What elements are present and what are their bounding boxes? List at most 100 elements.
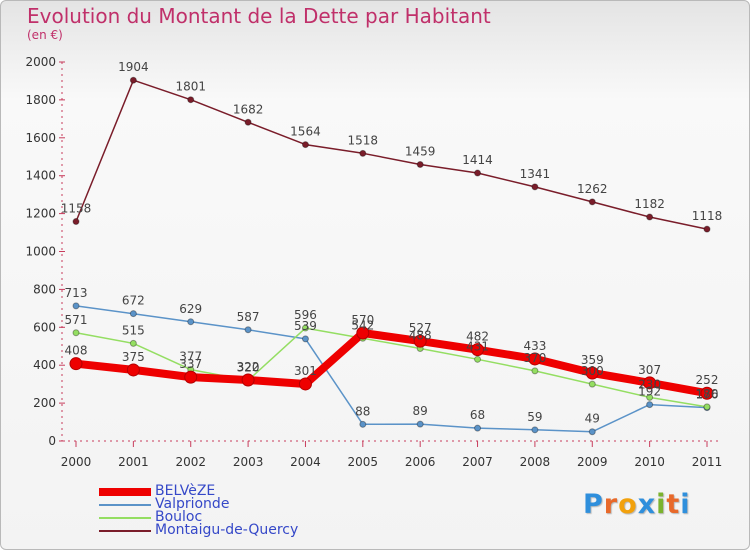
logo-letter: x: [637, 489, 657, 520]
logo-letter: o: [618, 489, 638, 520]
data-point-belveze: [241, 373, 255, 387]
data-point-belveze: [69, 357, 83, 371]
data-label-valprionde: 68: [470, 408, 485, 422]
data-label-bouloc: 571: [65, 313, 88, 327]
data-point-montaigu-de-quercy: [588, 198, 596, 206]
data-point-belveze: [298, 377, 312, 391]
legend-swatch-montaigu-de-quercy: [99, 530, 151, 532]
data-label-montaigu-de-quercy: 1341: [520, 167, 551, 181]
data-point-valprionde: [416, 420, 424, 428]
data-point-montaigu-de-quercy: [416, 161, 424, 169]
data-point-montaigu-de-quercy: [359, 149, 367, 157]
y-tick-label: 200: [33, 396, 56, 410]
data-label-bouloc: 230: [638, 377, 661, 391]
data-label-montaigu-de-quercy: 1118: [692, 209, 723, 223]
data-label-valprionde: 89: [413, 404, 428, 418]
data-point-bouloc: [703, 403, 711, 411]
data-label-montaigu-de-quercy: 1682: [233, 102, 264, 116]
legend-label-belveze: BELVèZE: [155, 483, 216, 499]
data-point-belveze: [643, 376, 657, 390]
data-label-belveze: 307: [638, 363, 661, 377]
data-label-bouloc: 431: [466, 339, 489, 353]
data-point-belveze: [184, 370, 198, 384]
series-line-belveze: [72, 329, 711, 398]
data-point-valprionde: [531, 426, 539, 434]
data-point-bouloc: [646, 393, 654, 401]
data-label-bouloc: 488: [409, 329, 432, 343]
data-label-montaigu-de-quercy: 1414: [462, 153, 493, 167]
data-point-bouloc: [72, 329, 80, 337]
x-tick-label: 2004: [290, 455, 321, 469]
logo-letter: i: [656, 489, 667, 520]
data-label-belveze: 482: [466, 330, 489, 344]
legend-label-montaigu-de-quercy: Montaigu-de-Quercy: [155, 522, 299, 538]
data-label-valprionde: 713: [65, 286, 88, 300]
data-label-montaigu-de-quercy: 1904: [118, 60, 149, 74]
y-tick-label: 2000: [25, 55, 56, 69]
data-label-montaigu-de-quercy: 1262: [577, 182, 608, 196]
data-label-belveze: 375: [122, 350, 145, 364]
y-tick-label: 1600: [25, 131, 56, 145]
data-point-montaigu-de-quercy: [244, 118, 252, 126]
chart-unit: (en €): [27, 28, 63, 42]
data-label-belveze: 433: [523, 339, 546, 353]
legend-label-bouloc: Bouloc: [155, 509, 203, 525]
x-tick-label: 2000: [61, 455, 92, 469]
data-point-belveze: [471, 343, 485, 357]
y-tick-label: 1000: [25, 245, 56, 259]
data-label-valprionde: 192: [638, 385, 661, 399]
x-tick-label: 2006: [405, 455, 436, 469]
proxiti-logo: Proxiti: [583, 489, 691, 520]
data-point-valprionde: [187, 318, 195, 326]
data-label-bouloc: 370: [523, 351, 546, 365]
logo-letter: r: [603, 489, 619, 520]
data-label-belveze: 570: [351, 313, 374, 327]
data-point-valprionde: [359, 420, 367, 428]
data-point-montaigu-de-quercy: [187, 96, 195, 104]
legend-swatch-belveze: [99, 488, 151, 496]
data-point-bouloc: [531, 367, 539, 375]
data-label-valprionde: 88: [355, 404, 370, 418]
data-point-valprionde: [588, 428, 596, 436]
data-label-bouloc: 300: [581, 364, 604, 378]
data-label-valprionde: 672: [122, 294, 145, 308]
data-label-belveze: 337: [179, 357, 202, 371]
series-line-bouloc: [75, 327, 708, 408]
data-label-montaigu-de-quercy: 1564: [290, 125, 321, 139]
y-tick-label: 0: [48, 434, 56, 448]
data-label-belveze: 359: [581, 353, 604, 367]
data-point-montaigu-de-quercy: [646, 213, 654, 221]
data-point-montaigu-de-quercy: [703, 225, 711, 233]
y-tick-label: 1200: [25, 207, 56, 221]
data-point-bouloc: [588, 380, 596, 388]
y-tick-label: 600: [33, 320, 56, 334]
data-point-valprionde: [244, 326, 252, 334]
data-label-valprionde: 49: [585, 412, 600, 426]
data-point-valprionde: [72, 302, 80, 310]
data-label-bouloc: 180: [696, 387, 719, 401]
data-label-belveze: 252: [696, 373, 719, 387]
logo-letter: i: [680, 489, 691, 520]
data-point-montaigu-de-quercy: [129, 76, 137, 84]
data-label-bouloc: 320: [237, 360, 260, 374]
y-tick-label: 1400: [25, 169, 56, 183]
data-point-belveze: [413, 334, 427, 348]
data-label-montaigu-de-quercy: 1182: [634, 197, 665, 211]
chart-title: Evolution du Montant de la Dette par Hab…: [27, 4, 491, 28]
data-point-belveze: [700, 386, 714, 400]
data-point-belveze: [585, 366, 599, 380]
y-tick-label: 800: [33, 282, 56, 296]
data-label-valprionde: 176: [696, 388, 719, 402]
data-point-bouloc: [129, 339, 137, 347]
x-tick-label: 2008: [520, 455, 551, 469]
data-point-belveze: [126, 363, 140, 377]
data-label-bouloc: 596: [294, 308, 317, 322]
logo-letter: t: [666, 489, 681, 520]
data-point-bouloc: [474, 355, 482, 363]
x-tick-label: 2003: [233, 455, 264, 469]
x-tick-label: 2009: [577, 455, 608, 469]
data-point-montaigu-de-quercy: [531, 183, 539, 191]
series-line-valprionde: [75, 305, 708, 433]
legend-swatch-bouloc: [99, 517, 151, 519]
data-point-valprionde: [129, 310, 137, 318]
